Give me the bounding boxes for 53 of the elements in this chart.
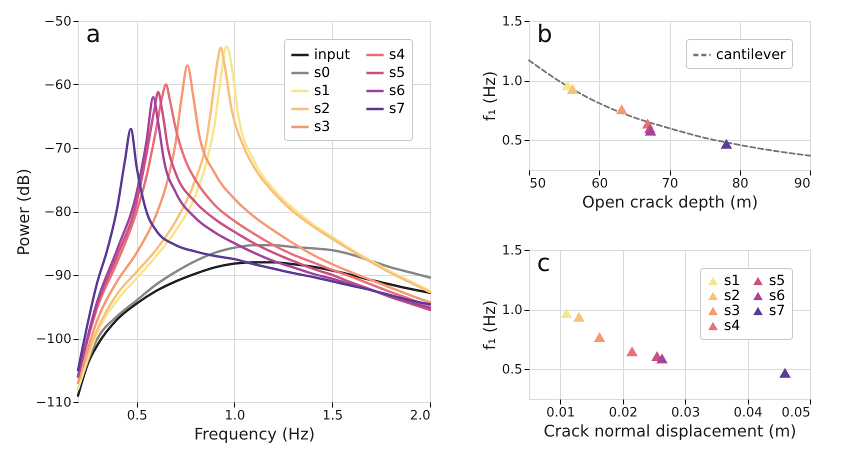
legend-label: s7 [769, 303, 786, 319]
legend-label: s1 [724, 273, 740, 289]
x-tick-label: 50 [530, 176, 546, 192]
legend-label: s7 [389, 101, 406, 117]
annotation: a [86, 20, 101, 48]
legend-label: input [314, 47, 351, 63]
legend-label: cantilever [716, 47, 786, 63]
x-tick-label: 0.01 [546, 406, 576, 420]
y-axis-title: f₁ (Hz) [480, 300, 499, 350]
annotation: c [537, 249, 550, 277]
x-axis-title: Frequency (Hz) [194, 424, 315, 444]
y-tick-label: −100 [36, 332, 72, 347]
y-axis-title: f₁ (Hz) [480, 70, 499, 122]
legend-label: s0 [314, 65, 330, 81]
y-tick-label: 1.5 [502, 14, 522, 30]
y-tick-label: 0.5 [502, 362, 522, 378]
legend-label: s4 [389, 47, 406, 63]
x-tick-label: 90 [794, 176, 810, 192]
legend-label: s5 [769, 273, 786, 289]
legend-label: s2 [314, 101, 330, 117]
legend-label: s6 [389, 83, 406, 99]
x-tick-label: 1.5 [322, 408, 344, 424]
x-axis-title: Open crack depth (m) [582, 192, 758, 212]
annotation: b [537, 20, 552, 48]
x-tick-label: 60 [591, 176, 608, 192]
legend-label: s4 [724, 318, 740, 334]
x-axis-title: Crack normal displacement (m) [544, 422, 796, 440]
legend-label: s6 [769, 288, 786, 304]
y-tick-label: −90 [44, 268, 72, 284]
y-tick-label: −50 [44, 14, 72, 30]
legend-label: s3 [724, 303, 740, 319]
y-axis-title: Power (dB) [14, 168, 33, 256]
x-tick-label: 1.0 [224, 408, 246, 424]
legend-label: s5 [389, 65, 406, 81]
y-tick-label: −60 [44, 78, 72, 93]
x-tick-label: 80 [732, 176, 749, 192]
y-tick-label: 1.0 [502, 74, 522, 90]
legend-label: s1 [314, 83, 330, 99]
y-tick-label: −70 [44, 142, 72, 156]
x-tick-label: 0.03 [671, 406, 700, 420]
legend-label: s2 [724, 288, 740, 304]
x-tick-label: 2.0 [410, 408, 430, 424]
x-tick-label: 70 [662, 176, 678, 192]
y-tick-label: 1.0 [502, 303, 522, 318]
y-tick-label: 1.5 [502, 244, 522, 258]
y-tick-label: −80 [44, 205, 72, 220]
x-tick-label: 0.05 [782, 406, 810, 420]
x-tick-label: 0.04 [734, 406, 763, 420]
legend-label: s3 [314, 119, 330, 135]
y-tick-label: −110 [36, 396, 72, 410]
x-tick-label: 0.5 [126, 408, 148, 424]
x-tick-label: 0.02 [608, 406, 638, 420]
y-tick-label: 0.5 [502, 134, 522, 149]
